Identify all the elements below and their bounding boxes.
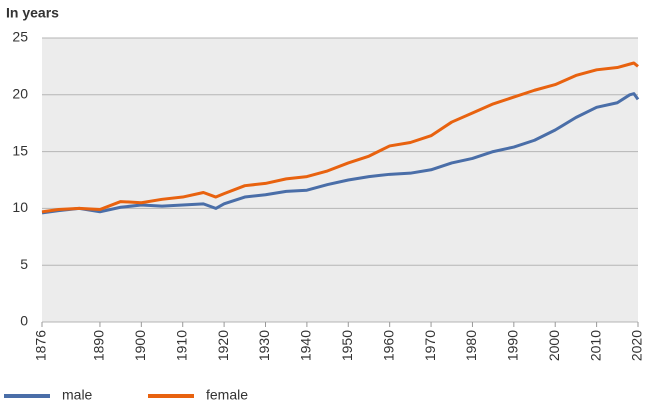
- x-tick-label: 1930: [256, 330, 272, 361]
- x-tick-label: 1920: [215, 330, 231, 361]
- legend-label: female: [206, 387, 248, 403]
- x-tick-label: 1970: [422, 330, 438, 361]
- x-tick-label: 1876: [33, 330, 49, 361]
- x-tick-label: 1980: [463, 330, 479, 361]
- y-tick-label: 5: [20, 256, 28, 272]
- x-tick-label: 2020: [629, 330, 645, 361]
- x-tick-label: 1890: [91, 330, 107, 361]
- x-tick-label: 1910: [173, 330, 189, 361]
- x-tick-label: 1960: [380, 330, 396, 361]
- legend-label: male: [62, 387, 93, 403]
- y-tick-label: 10: [12, 199, 28, 215]
- y-tick-label: 0: [20, 313, 28, 329]
- y-tick-label: 20: [12, 86, 28, 102]
- x-tick-label: 1990: [505, 330, 521, 361]
- chart-title: In years: [6, 5, 59, 21]
- x-tick-label: 1950: [339, 330, 355, 361]
- line-male: [41, 92, 640, 215]
- x-tick-label: 2000: [546, 330, 562, 361]
- x-tick-label: 2010: [587, 330, 603, 361]
- line-female: [41, 61, 639, 214]
- x-tick-label: 1900: [132, 330, 148, 361]
- plot-area: [42, 38, 638, 322]
- y-tick-label: 15: [12, 142, 28, 158]
- x-tick-label: 1940: [298, 330, 314, 361]
- y-tick-label: 25: [12, 29, 28, 45]
